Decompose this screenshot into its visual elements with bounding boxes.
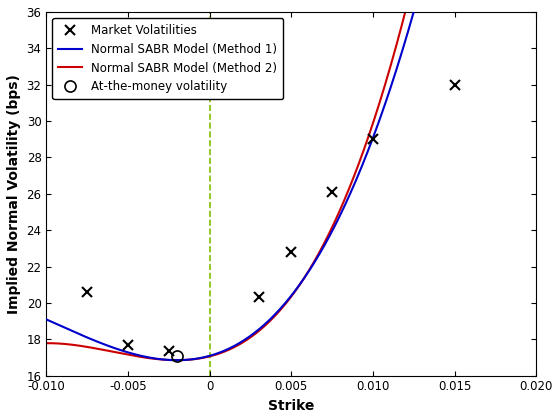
Normal SABR Model (Method 1) [119, 348, 126, 353]
Y-axis label: Implied Normal Volatility (bps): Implied Normal Volatility (bps) [7, 74, 21, 314]
Legend: Market Volatilities, Normal SABR Model (Method 1), Normal SABR Model (Method 2),: Market Volatilities, Normal SABR Model (… [52, 18, 283, 100]
Market Volatilities [84, 289, 91, 294]
Normal SABR Model (Method 2) [174, 358, 180, 363]
X-axis label: Strike: Strike [268, 399, 315, 413]
Normal SABR Model (Method 2) [297, 281, 304, 286]
Market Volatilities [166, 349, 172, 354]
Normal SABR Model (Method 1) [43, 317, 50, 322]
Normal SABR Model (Method 1) [367, 142, 374, 147]
Normal SABR Model (Method 2) [367, 128, 374, 133]
Normal SABR Model (Method 2) [238, 341, 245, 346]
Normal SABR Model (Method 1) [330, 225, 337, 230]
Market Volatilities [370, 137, 376, 142]
Market Volatilities [125, 342, 132, 347]
Normal SABR Model (Method 2) [43, 341, 50, 346]
Line: Normal SABR Model (Method 2): Normal SABR Model (Method 2) [46, 0, 476, 360]
Market Volatilities [451, 82, 458, 87]
Market Volatilities [329, 189, 335, 194]
Line: Normal SABR Model (Method 1): Normal SABR Model (Method 1) [46, 0, 476, 360]
Normal SABR Model (Method 2) [153, 357, 160, 362]
Normal SABR Model (Method 2) [330, 221, 337, 226]
Line: Market Volatilities: Market Volatilities [82, 80, 460, 356]
Market Volatilities [288, 249, 295, 255]
Normal SABR Model (Method 1) [297, 281, 304, 286]
Normal SABR Model (Method 2) [119, 351, 126, 356]
Normal SABR Model (Method 1) [238, 339, 245, 344]
Normal SABR Model (Method 1) [153, 356, 160, 361]
Normal SABR Model (Method 1) [174, 358, 180, 363]
Market Volatilities [255, 295, 262, 300]
